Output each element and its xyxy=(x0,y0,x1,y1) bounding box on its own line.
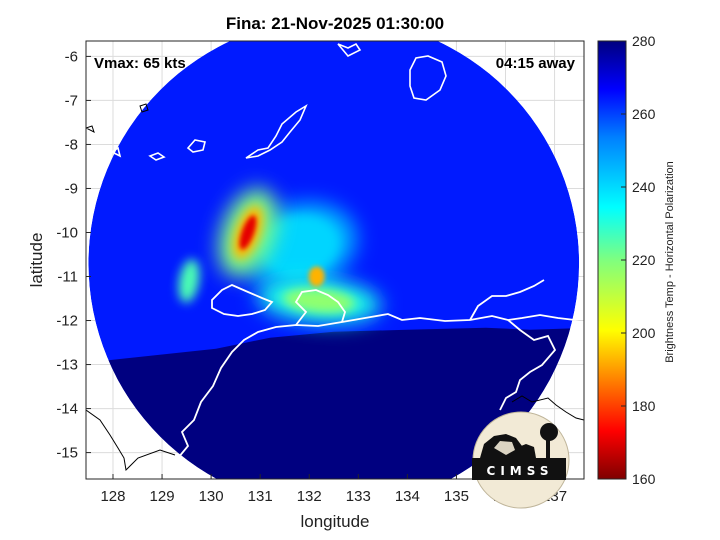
y-tick-label: -15 xyxy=(56,445,78,462)
rainband-core xyxy=(239,215,257,250)
x-tick-label: 135 xyxy=(444,488,469,505)
y-ticks: -6 -7 -8 -9 -10 -11 -12 -13 -14 -15 xyxy=(56,48,91,462)
y-tick-label: -7 xyxy=(65,92,78,109)
cimss-logo: CIMSS xyxy=(472,411,570,509)
coastline-small-islands xyxy=(110,139,206,161)
colorbar-label: Brightness Temp - Horizontal Polarizatio… xyxy=(664,161,676,363)
coastline-outside-north xyxy=(86,103,149,133)
x-tick-label: 131 xyxy=(248,488,273,505)
y-tick-label: -12 xyxy=(56,313,78,330)
y-tick-label: -14 xyxy=(56,401,78,418)
y-tick-label: -13 xyxy=(56,357,78,374)
colorbar-tick-label: 260 xyxy=(632,106,656,122)
heatmap-swath xyxy=(88,41,580,479)
coastlines xyxy=(86,42,584,472)
colorbar-tick-label: 220 xyxy=(632,252,656,268)
colorbar-tick-label: 180 xyxy=(632,398,656,414)
coastline-timor xyxy=(245,104,308,159)
x-tick-label: 132 xyxy=(297,488,322,505)
convective-cell xyxy=(308,266,325,287)
x-tick-label: 133 xyxy=(346,488,371,505)
coastline-groote xyxy=(469,279,545,321)
x-axis-label: longitude xyxy=(300,512,369,531)
x-tick-label: 134 xyxy=(395,488,420,505)
vmax-annotation: Vmax: 65 kts xyxy=(94,55,186,72)
coastline-cobourg xyxy=(294,289,346,326)
cimss-logo-text: CIMSS xyxy=(487,464,554,478)
outer-band-west xyxy=(178,259,200,303)
colorbar-tick-label: 200 xyxy=(632,325,656,341)
colorbar-ticks: 280 260 240 220 200 180 160 xyxy=(621,33,656,487)
y-tick-label: -11 xyxy=(57,269,78,286)
axes-frame xyxy=(85,40,585,480)
x-tick-label: 129 xyxy=(150,488,175,505)
coastline-outside-east xyxy=(511,395,584,421)
colorbar-tick-label: 280 xyxy=(632,33,656,49)
x-tick-label: 130 xyxy=(199,488,224,505)
coastline-outside-west xyxy=(86,409,176,472)
land-region xyxy=(88,327,580,479)
time-away-annotation: 04:15 away xyxy=(496,55,576,72)
chart-title: Fina: 21-Nov-2025 01:30:00 xyxy=(226,14,444,33)
inner-band xyxy=(259,215,340,277)
colorbar-tick-label: 160 xyxy=(632,471,656,487)
y-axis-label: latitude xyxy=(27,233,46,288)
coastline-north-islands xyxy=(337,42,447,101)
y-tick-label: -9 xyxy=(65,180,78,197)
y-tick-label: -10 xyxy=(56,224,78,241)
coastline-tiwi-islands xyxy=(211,284,274,317)
y-tick-label: -6 xyxy=(65,48,78,65)
y-tick-label: -8 xyxy=(65,136,78,153)
colorbar-tick-label: 240 xyxy=(632,179,656,195)
coastline-arnhem-east xyxy=(499,319,557,411)
x-tick-label: 128 xyxy=(100,488,125,505)
